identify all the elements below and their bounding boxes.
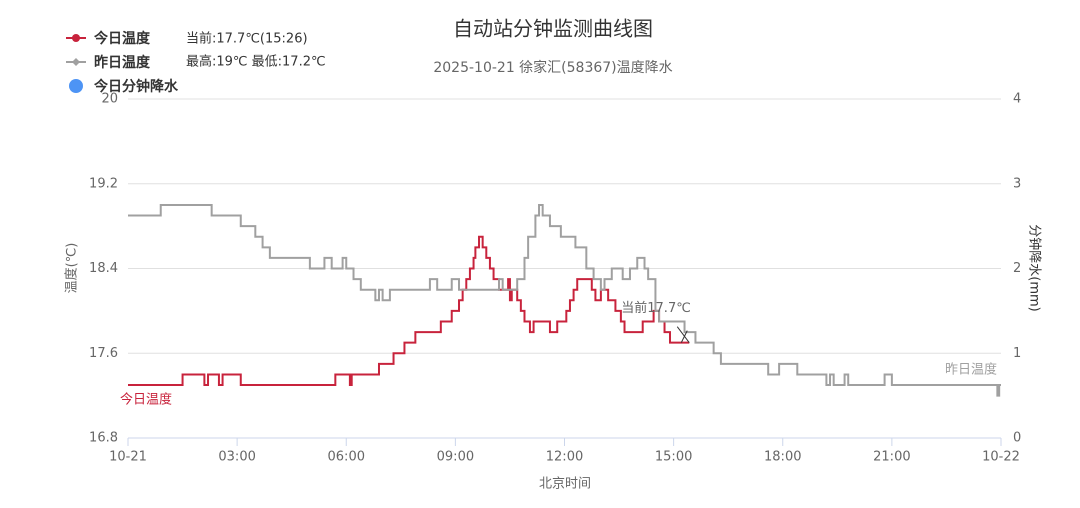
y2-axis-title: 分钟降水(mm) — [1027, 224, 1043, 311]
legend-label: 昨日温度 — [94, 54, 151, 71]
y2-tick-label: 1 — [1013, 346, 1021, 361]
y2-tick-label: 0 — [1013, 431, 1021, 446]
y-tick-label: 18.4 — [89, 261, 118, 276]
legend-label: 今日分钟降水 — [93, 78, 179, 95]
legend-note: 当前:17.7℃(15:26) — [186, 31, 308, 47]
x-tick-label: 06:00 — [328, 450, 365, 465]
legend-marker — [69, 79, 83, 93]
y2-tick-label: 2 — [1013, 261, 1021, 276]
legend-note: 最高:19℃ 最低:17.2℃ — [186, 54, 326, 70]
series-end-label: 今日温度 — [120, 392, 172, 408]
x-tick-label: 10-22 — [982, 450, 1020, 465]
x-tick-label: 10-21 — [109, 450, 147, 465]
y-tick-label: 20 — [101, 92, 118, 107]
x-tick-label: 15:00 — [655, 450, 692, 465]
x-tick-label: 03:00 — [218, 450, 255, 465]
chart-subtitle: 2025-10-21 徐家汇(58367)温度降水 — [433, 59, 672, 76]
x-tick-label: 09:00 — [437, 450, 474, 465]
y2-tick-label: 4 — [1013, 92, 1021, 107]
legend-marker — [72, 34, 80, 42]
x-axis-title: 北京时间 — [539, 477, 591, 492]
current-marker — [676, 326, 690, 343]
chart-title: 自动站分钟监测曲线图 — [453, 17, 653, 41]
y2-tick-label: 3 — [1013, 176, 1021, 191]
annotation: 当前17.7℃ — [621, 300, 691, 316]
series-line — [128, 203, 1001, 397]
y-axis-title: 温度(℃) — [64, 243, 80, 294]
series-line — [128, 235, 690, 387]
y-tick-label: 16.8 — [89, 431, 118, 446]
legend-marker — [72, 58, 80, 66]
x-tick-label: 12:00 — [546, 450, 583, 465]
x-tick-label: 21:00 — [873, 450, 910, 465]
x-tick-label: 18:00 — [764, 450, 801, 465]
y-tick-label: 17.6 — [89, 346, 118, 361]
y-tick-label: 19.2 — [89, 176, 118, 191]
legend-label: 今日温度 — [93, 30, 151, 47]
series-end-label: 昨日温度 — [945, 362, 997, 378]
